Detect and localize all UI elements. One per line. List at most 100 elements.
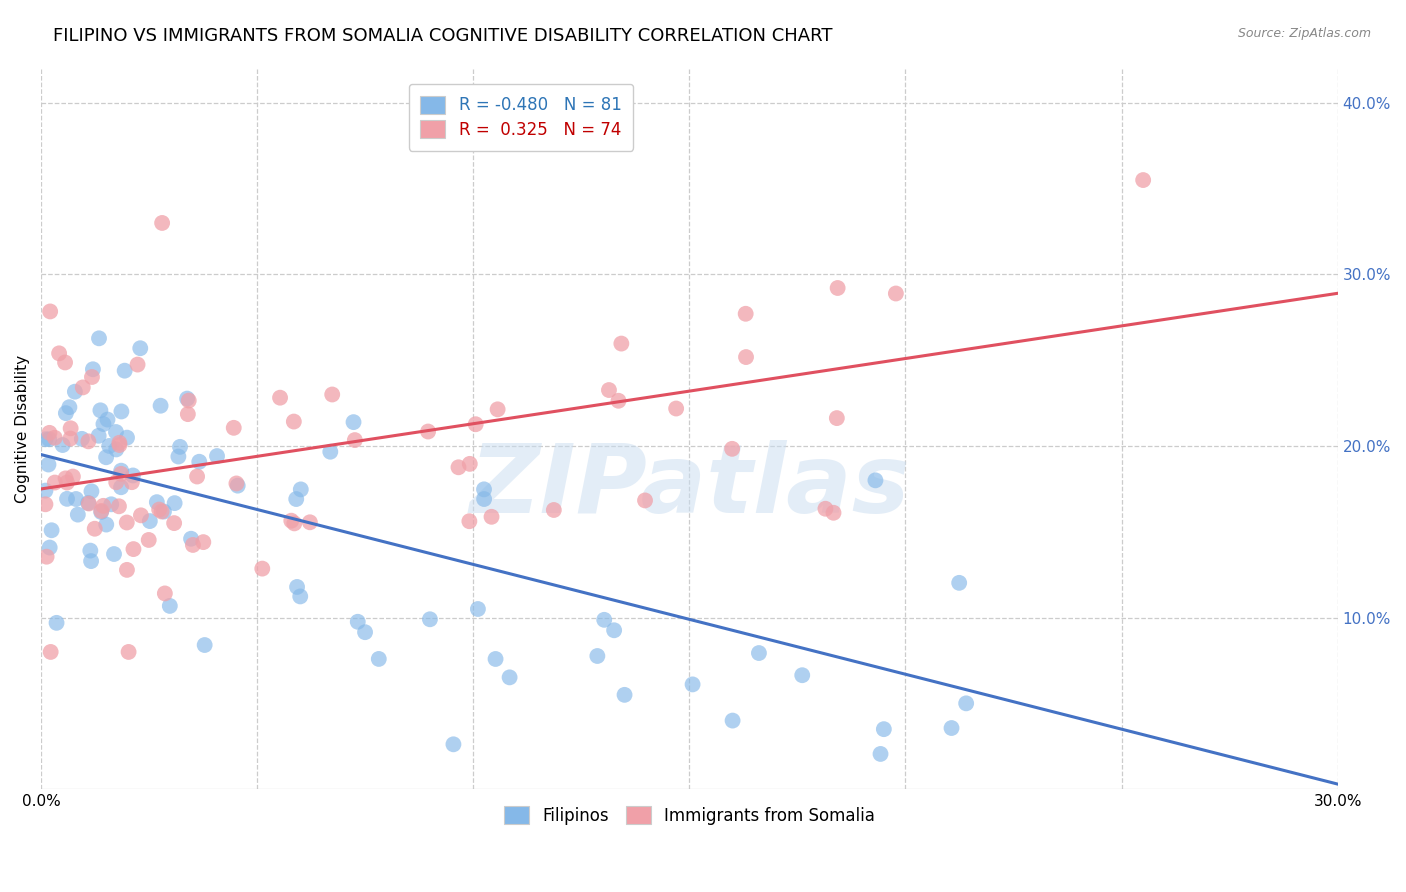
Point <box>665 401 688 416</box>
Point <box>159 599 181 613</box>
Point <box>59 432 82 446</box>
Point <box>955 696 977 710</box>
Point <box>603 624 626 638</box>
Point <box>613 688 636 702</box>
Point <box>63 384 86 399</box>
Point <box>441 737 464 751</box>
Point <box>70 432 93 446</box>
Point <box>94 450 117 465</box>
Text: Source: ZipAtlas.com: Source: ZipAtlas.com <box>1237 27 1371 40</box>
Point <box>138 533 160 547</box>
Point <box>177 393 200 408</box>
Point <box>53 355 76 369</box>
Point <box>93 499 115 513</box>
Text: ZIPatlas: ZIPatlas <box>470 440 910 533</box>
Point <box>90 505 112 519</box>
Point <box>100 497 122 511</box>
Point <box>87 429 110 443</box>
Point <box>117 645 139 659</box>
Point <box>150 216 173 230</box>
Point <box>169 440 191 454</box>
Point <box>177 407 200 421</box>
Point <box>108 435 131 450</box>
Point <box>34 483 56 498</box>
Point <box>498 670 520 684</box>
Point <box>865 473 887 487</box>
Point <box>122 542 145 557</box>
Point <box>163 516 186 530</box>
Point <box>205 449 228 463</box>
Point <box>343 433 366 447</box>
Point <box>823 506 845 520</box>
Point <box>153 504 176 518</box>
Point <box>38 425 60 440</box>
Point <box>34 432 56 446</box>
Point <box>290 590 312 604</box>
Point <box>96 517 118 532</box>
Point <box>458 457 481 471</box>
Y-axis label: Cognitive Disability: Cognitive Disability <box>15 355 30 503</box>
Point <box>181 538 204 552</box>
Point <box>56 475 79 490</box>
Point <box>290 483 312 497</box>
Point <box>83 522 105 536</box>
Legend: Filipinos, Immigrants from Somalia: Filipinos, Immigrants from Somalia <box>494 797 884 835</box>
Point <box>93 417 115 431</box>
Point <box>59 421 82 435</box>
Point <box>280 514 302 528</box>
Point <box>252 561 274 575</box>
Point <box>82 362 104 376</box>
Text: FILIPINO VS IMMIGRANTS FROM SOMALIA COGNITIVE DISABILITY CORRELATION CHART: FILIPINO VS IMMIGRANTS FROM SOMALIA COGN… <box>53 27 832 45</box>
Point <box>108 438 131 452</box>
Point <box>748 646 770 660</box>
Point <box>127 358 149 372</box>
Point <box>139 514 162 528</box>
Point <box>321 387 343 401</box>
Point <box>55 406 77 420</box>
Point <box>77 496 100 510</box>
Point <box>734 307 756 321</box>
Point <box>87 331 110 345</box>
Point <box>45 615 67 630</box>
Point <box>72 380 94 394</box>
Point <box>77 434 100 449</box>
Point <box>419 612 441 626</box>
Point <box>115 563 138 577</box>
Point <box>827 281 849 295</box>
Point <box>481 509 503 524</box>
Point <box>80 484 103 499</box>
Point <box>472 491 495 506</box>
Point <box>129 341 152 355</box>
Point <box>298 516 321 530</box>
Point <box>283 415 305 429</box>
Point <box>472 483 495 497</box>
Point <box>110 480 132 494</box>
Point <box>148 502 170 516</box>
Point <box>105 475 128 490</box>
Point <box>285 580 308 594</box>
Point <box>825 411 848 425</box>
Point <box>146 495 169 509</box>
Point <box>180 532 202 546</box>
Point <box>416 425 439 439</box>
Point <box>39 304 62 318</box>
Point <box>285 491 308 506</box>
Point <box>110 464 132 478</box>
Point <box>79 543 101 558</box>
Point <box>593 613 616 627</box>
Point <box>35 549 58 564</box>
Point <box>62 469 84 483</box>
Point <box>122 468 145 483</box>
Point <box>153 586 176 600</box>
Point <box>941 721 963 735</box>
Point <box>110 404 132 418</box>
Point <box>108 500 131 514</box>
Point <box>447 460 470 475</box>
Point <box>464 417 486 432</box>
Point <box>115 431 138 445</box>
Point <box>194 638 217 652</box>
Point <box>226 478 249 492</box>
Point <box>37 458 59 472</box>
Point <box>41 523 63 537</box>
Point <box>486 402 509 417</box>
